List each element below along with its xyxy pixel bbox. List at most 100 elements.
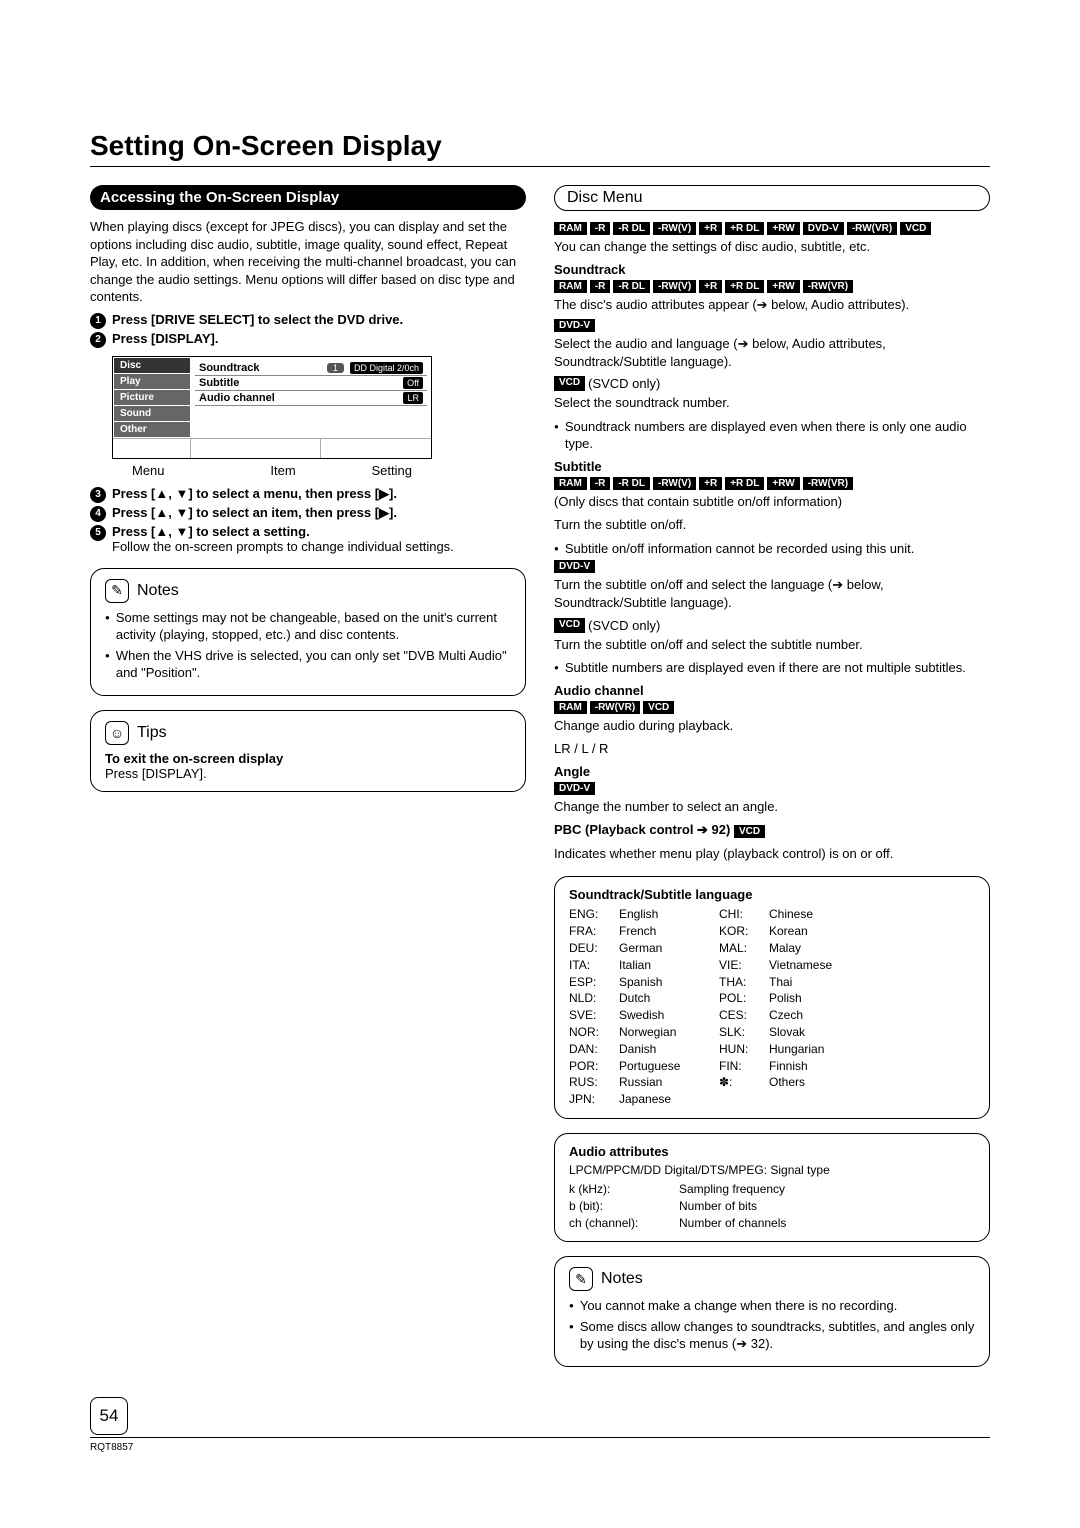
attrs-table: k (kHz):Sampling frequencyb (bit):Number… <box>569 1181 975 1231</box>
sub-dvdv-tag: DVD-V <box>554 560 595 573</box>
format-tag: RAM <box>554 280 587 293</box>
doc-code: RQT8857 <box>90 1442 990 1453</box>
lang-cell: Czech <box>769 1007 869 1024</box>
lang-cell: NLD: <box>569 990 619 1007</box>
audio-val: LR <box>403 392 423 404</box>
step-num-4: 4 <box>90 506 106 522</box>
subtitle-line2: Turn the subtitle on/off. <box>554 516 990 534</box>
svcd-only: (SVCD only) <box>588 376 660 391</box>
step-num-3: 3 <box>90 487 106 503</box>
lang-cell: DEU: <box>569 940 619 957</box>
subtitle-line3: Turn the subtitle on/off and select the … <box>554 576 990 611</box>
lang-cell: Thai <box>769 974 869 991</box>
step-num-2: 2 <box>90 332 106 348</box>
format-tag: -RW(VR) <box>803 477 853 490</box>
audio-line1: Change audio during playback. <box>554 717 990 735</box>
lang-cell: FRA: <box>569 923 619 940</box>
lang-cell: MAL: <box>719 940 769 957</box>
attrs-line0: LPCM/PPCM/DD Digital/DTS/MPEG: Signal ty… <box>569 1163 975 1177</box>
format-tag: +R DL <box>725 477 764 490</box>
format-tag: RAM <box>554 701 587 714</box>
vcd-tag: VCD <box>554 376 585 391</box>
format-tag: +R <box>699 477 722 490</box>
soundtrack-line1: The disc's audio attributes appear (➔ be… <box>554 296 990 314</box>
rnote-2: Some discs allow changes to soundtracks,… <box>580 1318 975 1353</box>
sub-vcd-tag: VCD <box>554 618 585 633</box>
format-tag: -RW(V) <box>653 477 696 490</box>
notes-title: Notes <box>137 582 179 600</box>
step-4: Press [▲, ▼] to select an item, then pre… <box>112 505 526 522</box>
menu-soundtrack-label: Soundtrack <box>199 362 260 374</box>
tips-line2: Press [DISPLAY]. <box>105 766 511 781</box>
notes-icon: ✎ <box>105 579 129 603</box>
format-tag: -RW(VR) <box>847 222 897 235</box>
menu-labels: Menu Item Setting <box>112 463 432 478</box>
lang-cell: Korean <box>769 923 869 940</box>
tips-icon: ☺ <box>105 721 129 745</box>
angle-tag: DVD-V <box>554 782 595 795</box>
page-title: Setting On-Screen Display <box>90 130 990 167</box>
subtitle-line4: Turn the subtitle on/off and select the … <box>554 636 990 654</box>
soundtrack-val1: 1 <box>327 363 344 373</box>
tips-line1: To exit the on-screen display <box>105 751 511 766</box>
osd-menu-panel: Disc Play Picture Sound Other Soundtrack… <box>112 356 432 459</box>
rnote-1: You cannot make a change when there is n… <box>580 1297 898 1315</box>
lang-cell: Spanish <box>619 974 719 991</box>
lang-cell: Polish <box>769 990 869 1007</box>
sidebar-sound: Sound <box>114 406 190 421</box>
format-tag: -R DL <box>613 280 650 293</box>
lang-cell: Finnish <box>769 1058 869 1075</box>
format-tag: -R <box>590 477 611 490</box>
sidebar-other: Other <box>114 422 190 437</box>
language-box: Soundtrack/Subtitle language ENG:English… <box>554 876 990 1119</box>
step-5-follow: Follow the on-screen prompts to change i… <box>112 539 526 554</box>
notes-box-left: ✎ Notes Some settings may not be changeab… <box>90 568 526 696</box>
notes-icon-right: ✎ <box>569 1267 593 1291</box>
format-tag: +R <box>699 280 722 293</box>
angle-title: Angle <box>554 764 990 779</box>
format-tag: +RW <box>767 222 799 235</box>
lang-cell: Portuguese <box>619 1058 719 1075</box>
lang-table: ENG:EnglishCHI:ChineseFRA:FrenchKOR:Kore… <box>569 906 975 1108</box>
audio-line2: LR / L / R <box>554 740 990 758</box>
lang-cell: Chinese <box>769 906 869 923</box>
attrs-title: Audio attributes <box>569 1144 975 1159</box>
lang-title: Soundtrack/Subtitle language <box>569 887 975 902</box>
format-tag: -RW(V) <box>653 222 696 235</box>
disc-intro: You can change the settings of disc audi… <box>554 238 990 256</box>
sub-svcd: (SVCD only) <box>588 618 660 633</box>
lang-cell: Swedish <box>619 1007 719 1024</box>
format-tag: -R <box>590 280 611 293</box>
section-accessing: Accessing the On-Screen Display <box>90 185 526 210</box>
pbc-title: PBC (Playback control ➔ 92) <box>554 822 730 837</box>
soundtrack-val2: DD Digital 2/0ch <box>350 362 423 374</box>
lang-cell: VIE: <box>719 957 769 974</box>
step-3: Press [▲, ▼] to select a menu, then pres… <box>112 486 526 503</box>
label-menu: Menu <box>132 463 165 478</box>
label-item: Item <box>270 463 295 478</box>
pbc-tag: VCD <box>734 825 765 838</box>
menu-main: Soundtrack 1 DD Digital 2/0ch Subtitle O… <box>191 357 431 438</box>
step-num-1: 1 <box>90 313 106 329</box>
lang-cell: German <box>619 940 719 957</box>
lang-cell: Norwegian <box>619 1024 719 1041</box>
angle-line: Change the number to select an angle. <box>554 798 990 816</box>
lang-cell: ✽: <box>719 1074 769 1091</box>
tags-top: RAM-R-R DL-RW(V)+R+R DL+RWDVD-V-RW(VR)VC… <box>554 222 990 235</box>
format-tag: +RW <box>767 280 799 293</box>
format-tag: -R <box>590 222 611 235</box>
format-tag: +RW <box>767 477 799 490</box>
lang-cell: JPN: <box>569 1091 619 1108</box>
note-1: Some settings may not be changeable, bas… <box>116 609 511 644</box>
lang-cell: SVE: <box>569 1007 619 1024</box>
lang-cell: RUS: <box>569 1074 619 1091</box>
lang-cell: Dutch <box>619 990 719 1007</box>
dvdv-tag: DVD-V <box>554 319 595 332</box>
step-num-5: 5 <box>90 525 106 541</box>
right-column: Disc Menu RAM-R-R DL-RW(V)+R+R DL+RWDVD-… <box>554 185 990 1381</box>
format-tag: +R DL <box>725 280 764 293</box>
audio-tags: RAM-RW(VR)VCD <box>554 701 990 714</box>
format-tag: +R DL <box>725 222 764 235</box>
format-tag: -RW(VR) <box>803 280 853 293</box>
lang-cell: NOR: <box>569 1024 619 1041</box>
